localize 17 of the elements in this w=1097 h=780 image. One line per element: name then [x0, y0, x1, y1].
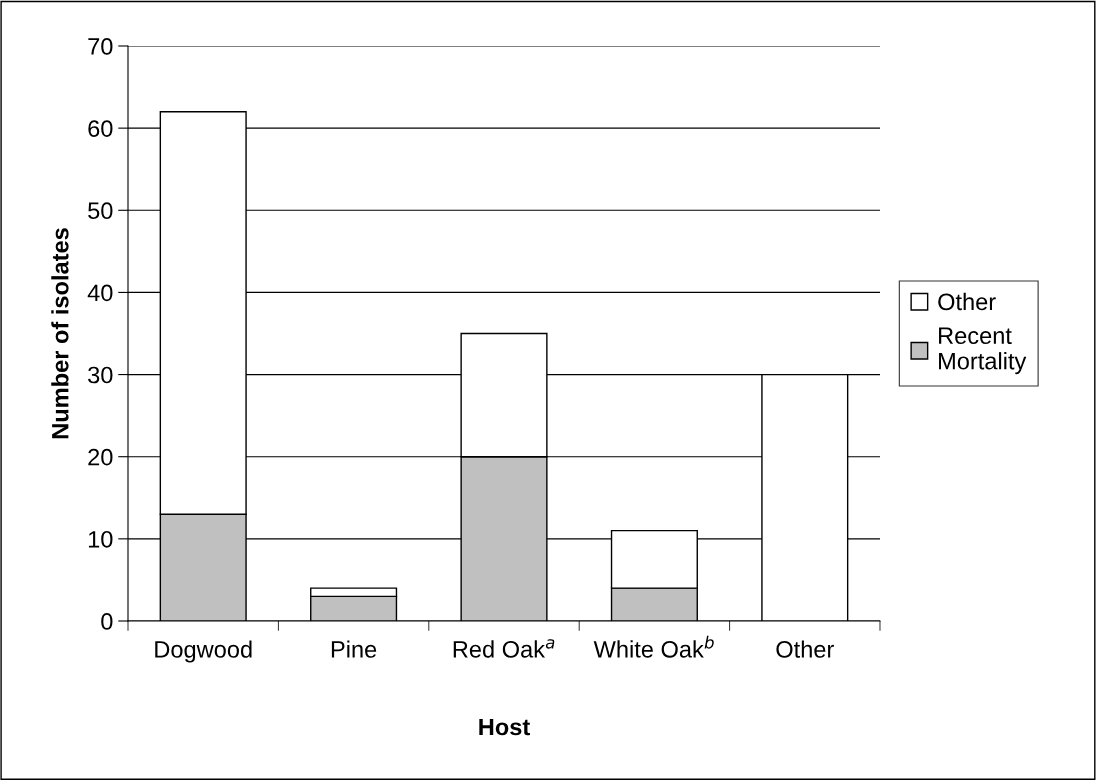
x-tick-label: Red Oak$^{a}$ [453, 639, 555, 658]
x-tick-label: Other [776, 640, 834, 658]
y-tick-label: 10 [88, 530, 113, 548]
y-axis-title: Number of isolates [51, 228, 69, 439]
y-tick-label: 30 [88, 366, 113, 384]
y-tick-label: 70 [88, 38, 113, 55]
x-axis-title: Host [479, 718, 530, 736]
y-tick-label: 60 [88, 120, 113, 137]
legend-label: Other [938, 292, 996, 311]
y-tick-label: 50 [88, 202, 113, 220]
legend-label: Recent Mortality [939, 327, 1027, 375]
y-tick-label: 40 [87, 284, 113, 302]
x-tick-label: White Oak$^{b}$ [593, 635, 714, 658]
y-tick-label: 0 [101, 613, 113, 630]
x-tick-label: Dogwood [155, 640, 252, 663]
x-tick-label: Pine [331, 640, 377, 658]
y-tick-label: 20 [88, 448, 113, 466]
